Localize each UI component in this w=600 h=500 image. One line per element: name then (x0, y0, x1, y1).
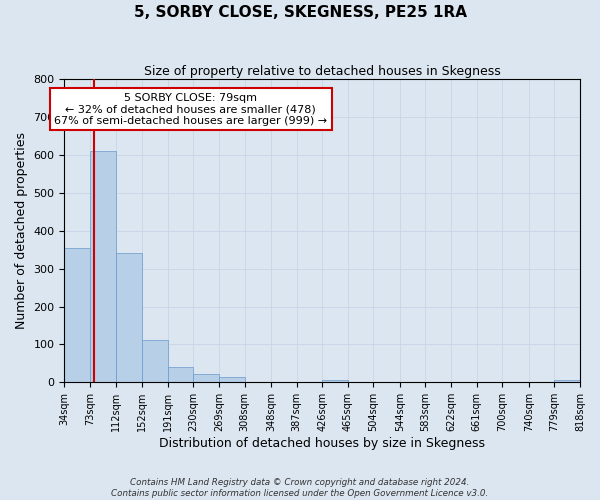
Bar (90, 151, 116, 382)
Text: 5 SORBY CLOSE: 79sqm
← 32% of detached houses are smaller (478)
67% of semi-deta: 5 SORBY CLOSE: 79sqm ← 32% of detached h… (54, 93, 327, 126)
Bar (554, 380, 580, 382)
Bar (322, 380, 348, 382)
Y-axis label: Number of detached properties: Number of detached properties (15, 132, 28, 330)
Bar (142, 340, 167, 382)
Bar (193, 374, 219, 382)
Title: Size of property relative to detached houses in Skegness: Size of property relative to detached ho… (144, 65, 500, 78)
Bar (167, 367, 193, 382)
Bar (116, 254, 142, 382)
Bar (219, 378, 245, 382)
Text: 5, SORBY CLOSE, SKEGNESS, PE25 1RA: 5, SORBY CLOSE, SKEGNESS, PE25 1RA (133, 5, 467, 20)
Bar (64, 248, 90, 382)
X-axis label: Distribution of detached houses by size in Skegness: Distribution of detached houses by size … (159, 437, 485, 450)
Text: Contains HM Land Registry data © Crown copyright and database right 2024.
Contai: Contains HM Land Registry data © Crown c… (112, 478, 488, 498)
